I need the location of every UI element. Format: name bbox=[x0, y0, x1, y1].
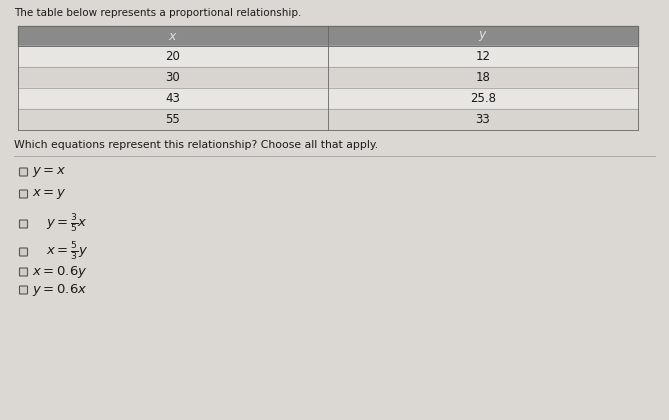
FancyBboxPatch shape bbox=[19, 220, 27, 228]
FancyBboxPatch shape bbox=[19, 248, 27, 256]
Text: 55: 55 bbox=[166, 113, 181, 126]
Bar bbox=[18, 67, 638, 88]
FancyBboxPatch shape bbox=[19, 268, 27, 276]
Text: Which equations represent this relationship? Choose all that apply.: Which equations represent this relations… bbox=[14, 140, 378, 150]
Bar bbox=[18, 88, 638, 109]
Text: $x = y$: $x = y$ bbox=[32, 187, 66, 201]
FancyBboxPatch shape bbox=[19, 190, 27, 198]
Text: $y = x$: $y = x$ bbox=[32, 165, 66, 179]
Text: 20: 20 bbox=[165, 50, 181, 63]
Text: 25.8: 25.8 bbox=[470, 92, 496, 105]
Bar bbox=[18, 109, 638, 130]
Text: 18: 18 bbox=[476, 71, 490, 84]
Text: 12: 12 bbox=[476, 50, 490, 63]
Text: $x = \frac{5}{3}y$: $x = \frac{5}{3}y$ bbox=[46, 241, 88, 263]
Text: $y = \frac{3}{5}x$: $y = \frac{3}{5}x$ bbox=[46, 213, 88, 235]
Text: The table below represents a proportional relationship.: The table below represents a proportiona… bbox=[14, 8, 301, 18]
Text: $x$: $x$ bbox=[168, 29, 178, 42]
Bar bbox=[18, 46, 638, 67]
FancyBboxPatch shape bbox=[19, 286, 27, 294]
Text: $y$: $y$ bbox=[478, 29, 488, 43]
Bar bbox=[18, 26, 638, 46]
Text: 43: 43 bbox=[165, 92, 181, 105]
Text: 33: 33 bbox=[476, 113, 490, 126]
Text: $y = 0.6x$: $y = 0.6x$ bbox=[32, 282, 88, 298]
Text: 30: 30 bbox=[166, 71, 181, 84]
FancyBboxPatch shape bbox=[19, 168, 27, 176]
Text: $x = 0.6y$: $x = 0.6y$ bbox=[32, 264, 88, 280]
